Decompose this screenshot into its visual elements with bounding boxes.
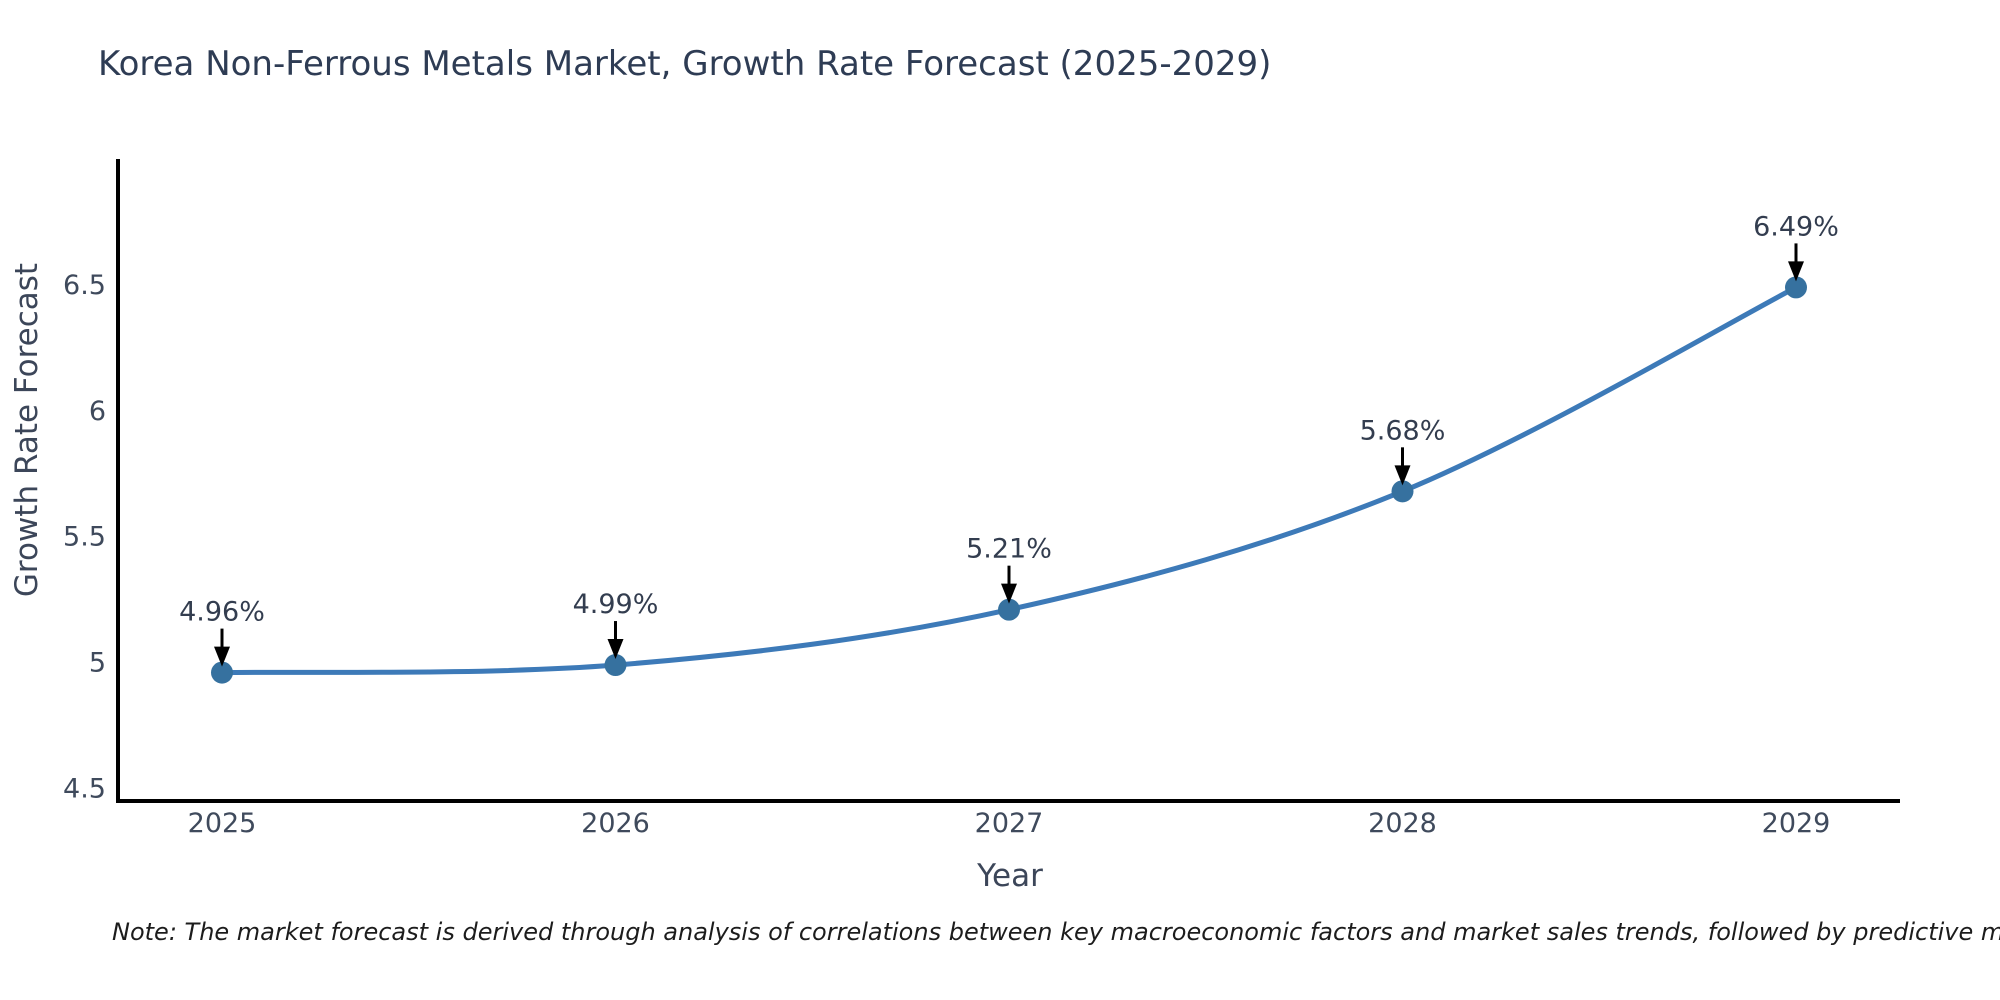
x-axis-tick-label: 2028: [1368, 808, 1437, 839]
annotation-label: 5.21%: [966, 534, 1052, 565]
annotation-arrowhead: [1394, 465, 1411, 486]
annotation-arrowhead: [1001, 583, 1017, 604]
annotation-arrowhead: [214, 646, 230, 667]
axis-spines: [116, 159, 1900, 803]
chart-title: Korea Non-Ferrous Metals Market, Growth …: [98, 44, 1272, 84]
x-axis-tick-label: 2025: [188, 808, 257, 839]
annotation-label: 4.99%: [573, 589, 659, 620]
y-axis-tick-label: 6.5: [63, 270, 106, 301]
footnote: Note: The market forecast is derived thr…: [112, 918, 2000, 946]
y-axis-tick-label: 5: [89, 648, 106, 679]
data-point: [1391, 480, 1414, 503]
x-axis-tick-label: 2029: [1762, 808, 1831, 839]
annotation-arrowhead: [607, 639, 624, 660]
annotation-label: 5.68%: [1360, 415, 1446, 446]
y-axis-title: Growth Rate Forecast: [9, 262, 45, 598]
data-point: [1785, 276, 1807, 299]
data-point: [998, 598, 1020, 621]
y-axis-tick-label: 6: [89, 396, 106, 427]
x-axis-tick-label: 2027: [975, 808, 1044, 839]
y-axis-tick-label: 4.5: [63, 773, 106, 804]
annotation-label: 4.96%: [179, 597, 265, 628]
data-point: [604, 654, 627, 677]
x-axis-tick-label: 2026: [581, 808, 650, 839]
y-axis-tick-label: 5.5: [63, 522, 106, 553]
data-point: [211, 661, 233, 684]
x-axis-title: Year: [977, 858, 1043, 894]
annotation-label: 6.49%: [1753, 211, 1839, 242]
annotation-arrowhead: [1788, 261, 1804, 282]
